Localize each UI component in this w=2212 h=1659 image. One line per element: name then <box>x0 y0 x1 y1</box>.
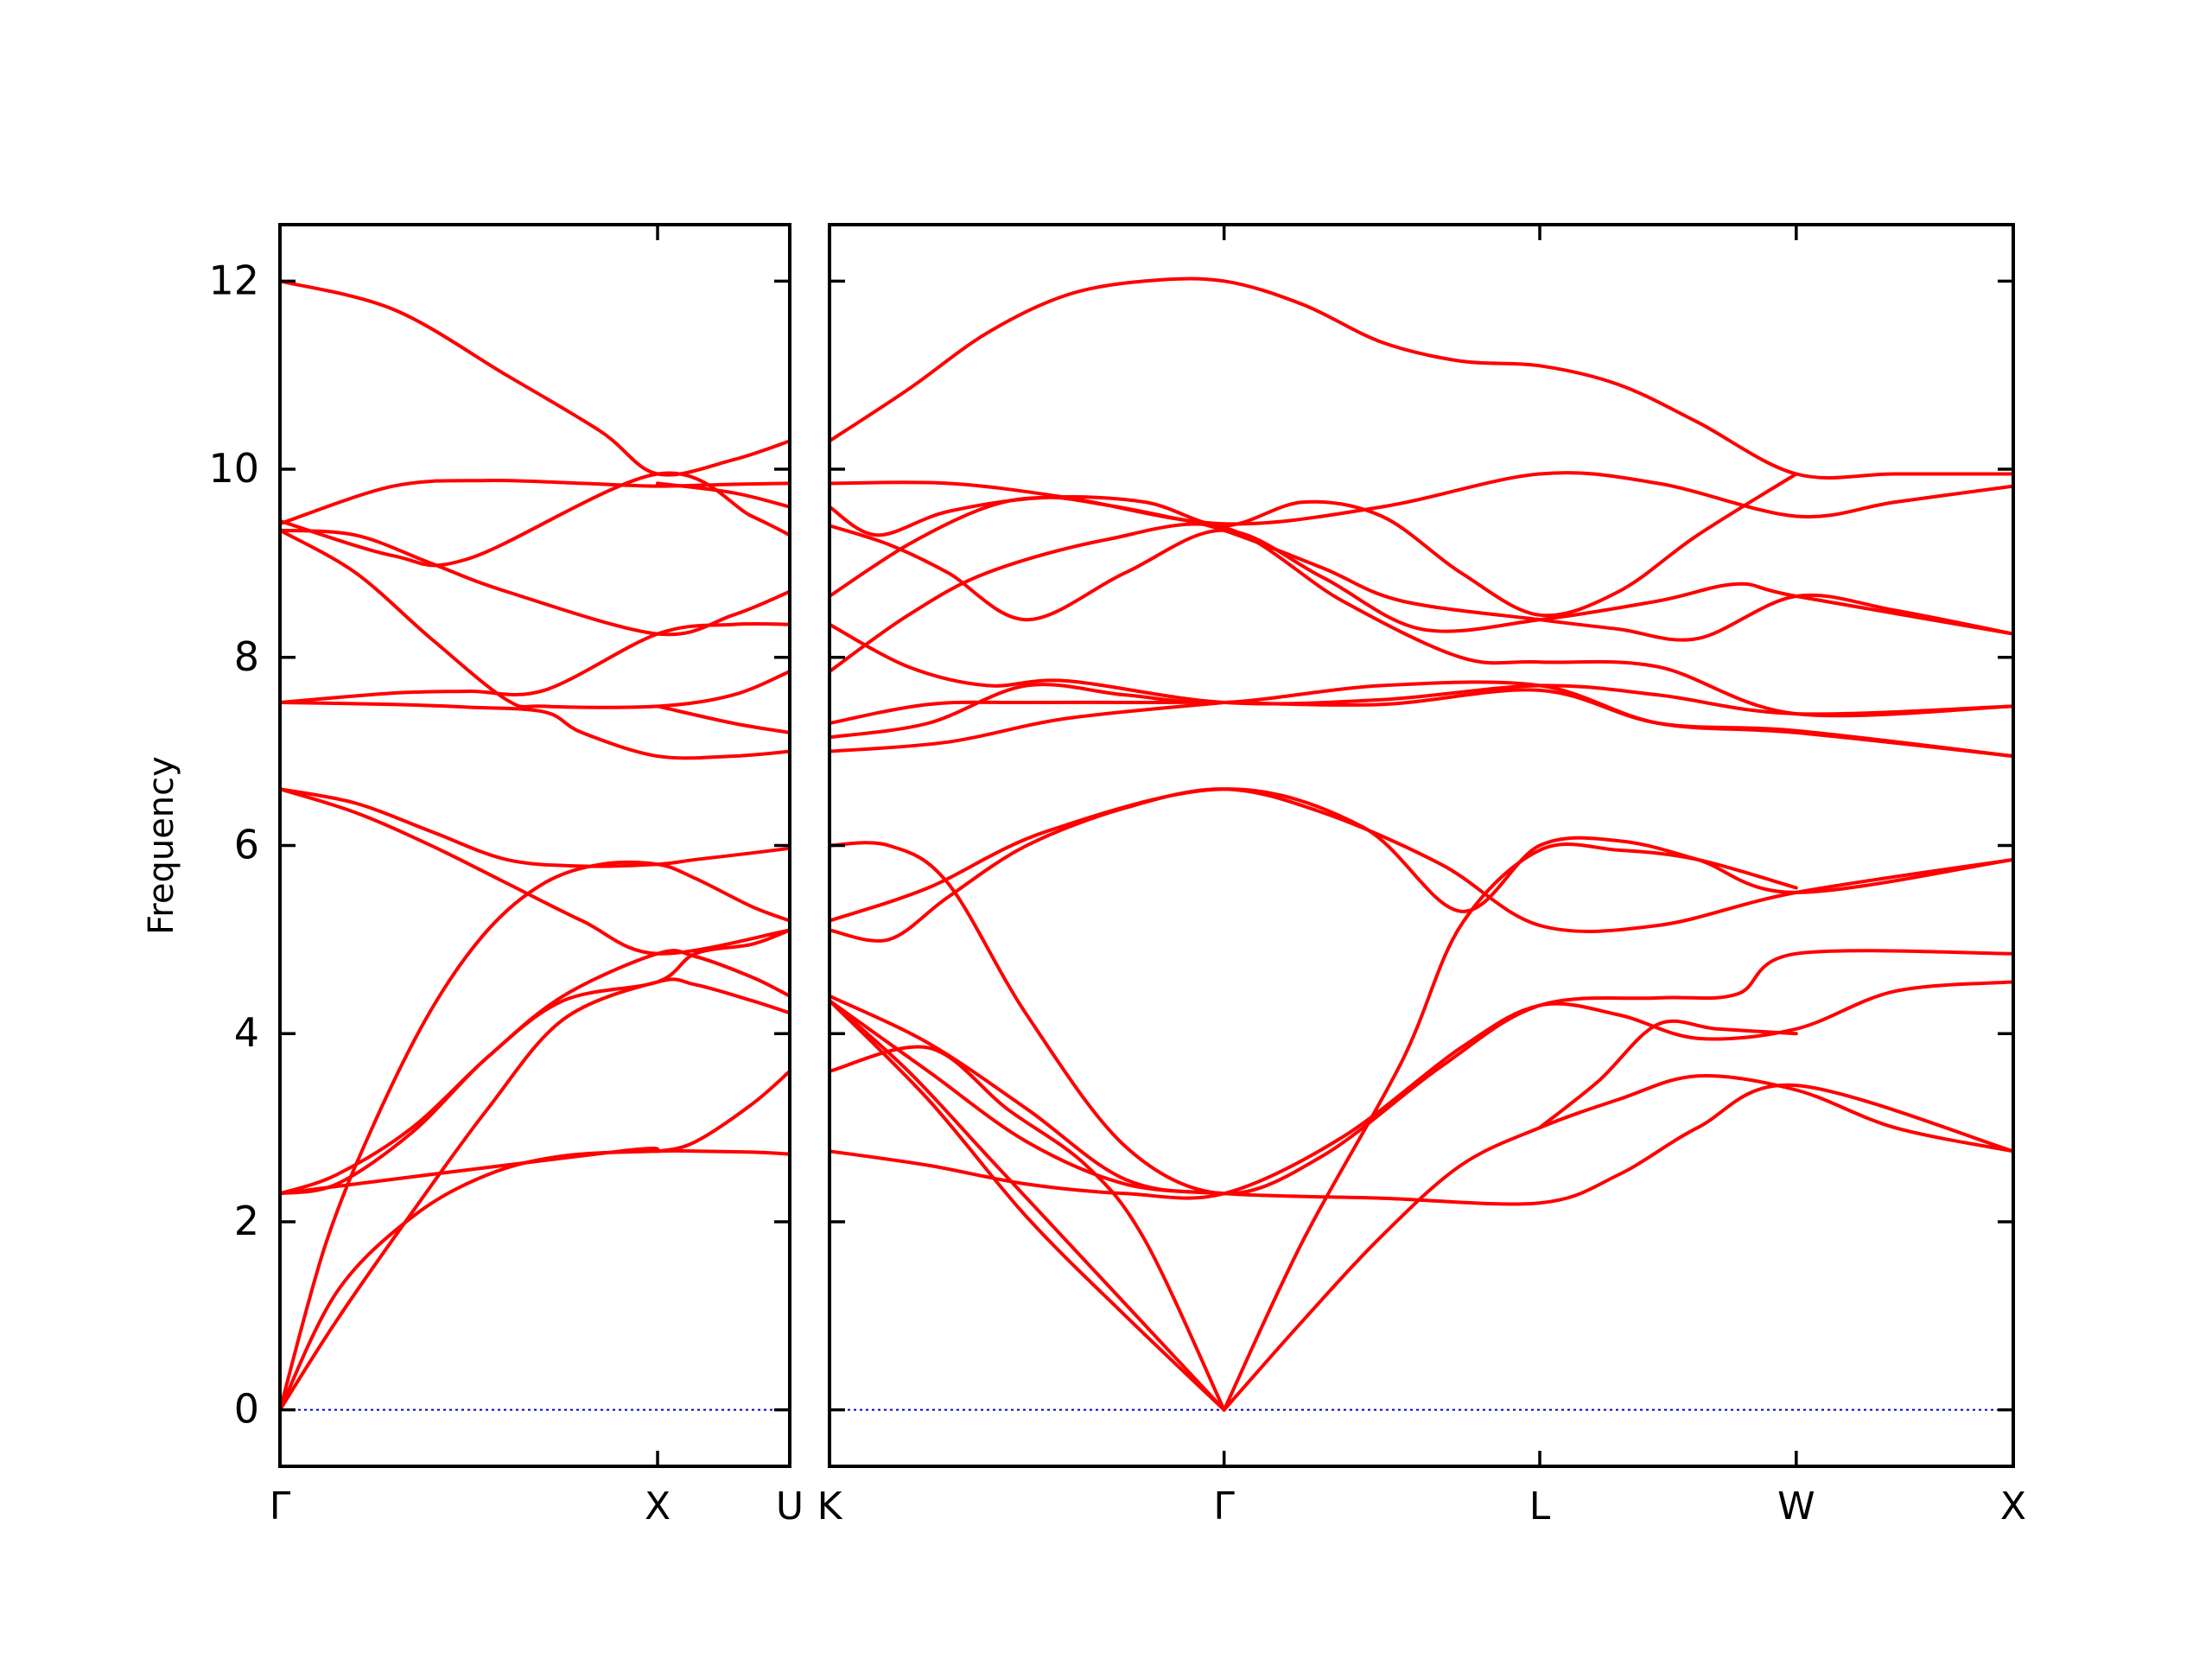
band-line-left-6 <box>278 1069 791 1196</box>
y-tick-label-10: 10 <box>208 445 259 492</box>
band-line-left-14 <box>278 479 791 526</box>
right-panel-frame <box>828 223 2015 1468</box>
band-line-left-16 <box>656 704 791 734</box>
band-series-group <box>278 276 2015 1412</box>
band-line-right-18 <box>828 994 2015 1206</box>
x-tick-label-right-Γ: Γ <box>1213 1484 1235 1529</box>
band-line-right-6 <box>828 522 2015 718</box>
band-line-right-17 <box>828 999 1226 1196</box>
band-line-left-17 <box>656 481 791 509</box>
band-line-right-19 <box>828 980 2015 1200</box>
band-line-left-4 <box>278 949 791 1196</box>
band-line-right-13 <box>828 787 2015 923</box>
band-line-left-10 <box>278 701 791 760</box>
tick-labels: Γ X U K Γ L W X 0 2 4 6 8 10 12 <box>208 257 2026 1529</box>
band-line-left-11 <box>278 528 791 709</box>
band-line-right-10 <box>828 701 1226 753</box>
y-axis-label: Frequency <box>142 756 181 935</box>
band-line-left-12 <box>278 528 791 637</box>
band-line-right-20 <box>1222 1073 2015 1412</box>
band-line-right-22 <box>1538 1019 1798 1130</box>
x-tick-label-right-L: L <box>1529 1484 1551 1529</box>
y-tick-label-0: 0 <box>234 1386 259 1433</box>
band-line-right-7 <box>828 622 2015 716</box>
band-line-left-2 <box>278 1148 791 1412</box>
y-tick-label-12: 12 <box>208 257 259 303</box>
left-panel-frame <box>278 223 791 1468</box>
y-tick-label-8: 8 <box>234 633 259 680</box>
band-line-left-3 <box>278 860 791 1412</box>
band-line-left-8 <box>278 787 791 956</box>
x-tick-label-right-W: W <box>1777 1484 1815 1529</box>
band-line-right-15 <box>828 999 1226 1412</box>
x-tick-label-right-K: K <box>817 1484 843 1529</box>
band-line-right-3 <box>828 472 1798 618</box>
band-line-left-5 <box>278 928 791 1196</box>
x-tick-label-left-Γ: Γ <box>270 1484 291 1529</box>
band-line-right-21 <box>1222 842 1798 1412</box>
band-line-right-1 <box>828 276 2015 480</box>
y-tick-label-4: 4 <box>234 1009 259 1056</box>
band-line-right-11 <box>828 841 2015 1196</box>
x-tick-label-right-X: X <box>2000 1484 2026 1529</box>
band-line-left-7 <box>278 787 791 868</box>
band-line-right-2 <box>828 471 2015 526</box>
band-line-left-9 <box>278 621 791 704</box>
band-line-left-13 <box>278 471 791 568</box>
band-line-right-5 <box>828 524 2015 636</box>
band-line-right-9 <box>828 680 2015 759</box>
band-line-left-15 <box>278 279 791 477</box>
y-tick-label-2: 2 <box>234 1198 259 1244</box>
band-line-right-8 <box>828 688 2015 759</box>
band-line-right-14 <box>828 999 1226 1412</box>
band-line-right-4 <box>828 495 2015 642</box>
x-tick-label-left-U: U <box>776 1484 804 1529</box>
band-line-right-16 <box>828 1045 1226 1412</box>
tick-marks <box>278 225 2015 1466</box>
band-line-right-12 <box>828 787 2015 943</box>
band-line-left-1 <box>278 977 791 1412</box>
x-tick-label-left-X: X <box>645 1484 671 1529</box>
y-tick-label-6: 6 <box>234 822 259 868</box>
